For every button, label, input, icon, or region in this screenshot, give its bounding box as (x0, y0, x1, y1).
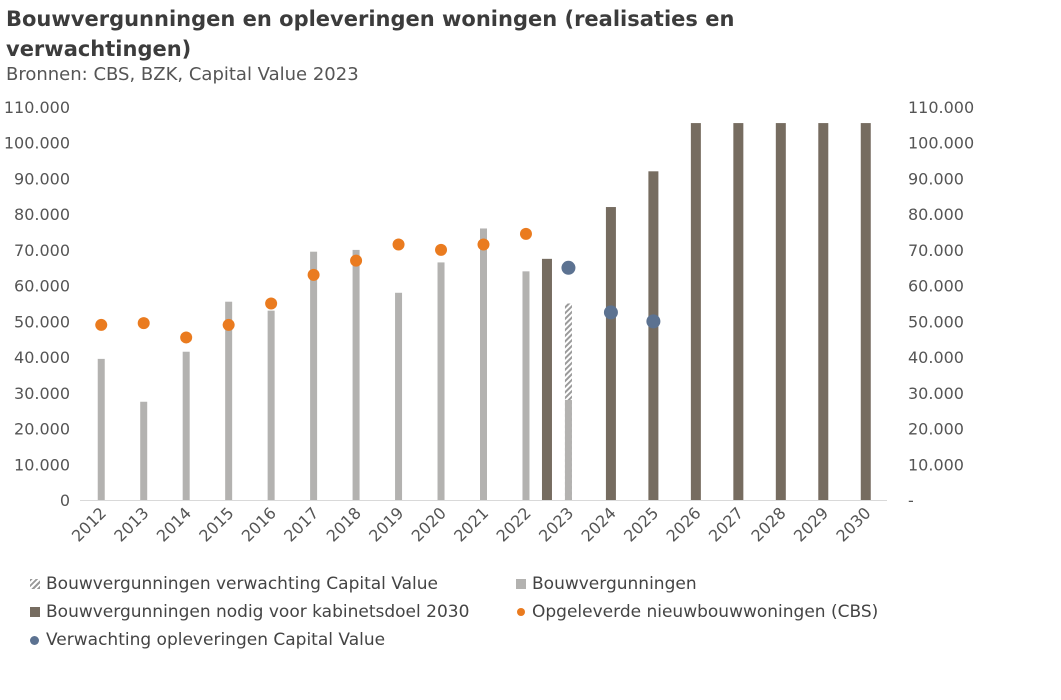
x-tick-label: 2029 (790, 503, 832, 545)
bar-permits-needed (541, 258, 552, 500)
x-tick-label: 2019 (365, 503, 407, 545)
x-tick-label: 2018 (323, 503, 365, 545)
bar-permits-needed (733, 123, 744, 500)
x-tick-label: 2027 (705, 503, 747, 545)
y-tick-label-left: 40.000 (14, 348, 70, 367)
x-tick-label: 2015 (195, 503, 237, 545)
legend-item-permits-expected-cv: Bouwvergunningen verwachting Capital Val… (30, 574, 438, 594)
bar-permits (480, 228, 487, 501)
y-tick-label-right: 10.000 (908, 455, 964, 474)
chart-title: Bouwvergunningen en opleveringen woninge… (6, 7, 735, 61)
dot-completions-cbs (180, 331, 193, 344)
y-tick-label-left: 50.000 (14, 312, 70, 331)
bar-permits (564, 399, 572, 500)
bar-permits-needed (818, 123, 829, 500)
bar-permits-needed (775, 123, 786, 500)
dot-completions-cbs (392, 238, 405, 251)
dot-completions-cbs (477, 238, 490, 251)
dot-completions-cbs (519, 227, 532, 240)
y-tick-label-right: 80.000 (908, 205, 964, 224)
y-tick-label-right: 30.000 (908, 384, 964, 403)
dot-completions-cbs (307, 268, 320, 281)
dot-completions-cbs (137, 317, 150, 330)
legend-swatch-hatched-icon (30, 579, 40, 589)
y-tick-label-left: 0 (60, 491, 70, 510)
legend-item-completions-cbs: Opgeleverde nieuwbouwwoningen (CBS) (516, 602, 878, 622)
bar-permits-needed (605, 207, 616, 500)
x-tick-label: 2013 (110, 503, 152, 545)
chart-subtitle: Bronnen: CBS, BZK, Capital Value 2023 (6, 64, 359, 85)
x-tick-label: 2014 (153, 503, 195, 545)
x-tick-label: 2020 (408, 503, 450, 545)
legend-item-permits: Bouwvergunningen (516, 574, 697, 594)
y-tick-label-right: 100.000 (908, 134, 974, 153)
x-tick-label: 2026 (662, 503, 704, 545)
y-tick-label-left: 100.000 (4, 134, 70, 153)
bar-permits (522, 271, 530, 500)
dot-completions-cbs (265, 297, 278, 310)
legend-swatch-dot-icon (517, 608, 525, 616)
chart-plot: 0 10.000 20.000 30.000 40.000 50.000 60.000 70.… (4, 98, 974, 546)
bar-permits (97, 358, 105, 500)
y-tick-label-right: 20.000 (908, 420, 964, 439)
bar-permits (267, 310, 275, 500)
dot-completions-expected-cv (561, 260, 576, 275)
bar-permits (182, 351, 190, 500)
bar-permits (310, 251, 318, 500)
dot-completions-expected-cv (646, 314, 661, 329)
y-tick-label-right: 60.000 (908, 277, 964, 296)
y-tick-label-left: 80.000 (14, 205, 70, 224)
dot-completions-cbs (350, 254, 363, 267)
legend-swatch-dot-icon (30, 635, 39, 645)
y-tick-label-left: 60.000 (14, 277, 70, 296)
y-tick-label-right: 70.000 (908, 241, 964, 260)
x-tick-label: 2028 (747, 503, 789, 545)
legend-item-completions-expected-cv: Verwachting opleveringen Capital Value (30, 630, 385, 650)
legend-label: Bouwvergunningen (532, 574, 697, 594)
legend-swatch-square-icon (516, 579, 526, 589)
x-tick-label: 2021 (450, 503, 492, 545)
y-tick-label-right: - (908, 491, 914, 510)
bar-permits (140, 401, 148, 500)
y-tick-label-right: 40.000 (908, 348, 964, 367)
x-tick-label: 2024 (578, 503, 620, 545)
dot-completions-cbs (222, 318, 235, 331)
bar-permits (437, 262, 445, 500)
y-tick-label-left: 20.000 (14, 420, 70, 439)
y-tick-label-right: 110.000 (908, 98, 974, 117)
bar-permits-needed (860, 123, 871, 500)
y-tick-label-right: 90.000 (908, 169, 964, 188)
bar-permits-needed (690, 123, 701, 500)
x-tick-label: 2030 (832, 503, 874, 545)
bar-permits-needed (648, 171, 659, 501)
x-tick-label: 2025 (620, 503, 662, 545)
x-tick-label: 2023 (535, 503, 577, 545)
legend-label: Bouwvergunningen nodig voor kabinetsdoel… (46, 602, 470, 622)
y-tick-label-left: 30.000 (14, 384, 70, 403)
y-tick-label-left: 10.000 (14, 455, 70, 474)
bar-permits (352, 249, 360, 500)
dot-completions-expected-cv (603, 305, 618, 320)
dot-completions-cbs (95, 318, 108, 331)
dot-completions-cbs (435, 243, 448, 256)
y-tick-label-left: 110.000 (4, 98, 70, 117)
y-tick-label-left: 90.000 (14, 169, 70, 188)
bar-permits (395, 292, 403, 500)
x-tick-label: 2022 (493, 503, 535, 545)
y-tick-label-right: 50.000 (908, 312, 964, 331)
y-tick-label-left: 70.000 (14, 241, 70, 260)
x-tick-label: 2016 (238, 503, 280, 545)
legend-item-permits-needed: Bouwvergunningen nodig voor kabinetsdoel… (30, 602, 469, 622)
legend-label: Verwachting opleveringen Capital Value (46, 630, 386, 650)
legend-swatch-square-icon (30, 607, 40, 617)
legend-label: Bouwvergunningen verwachting Capital Val… (46, 574, 438, 594)
x-tick-label: 2012 (68, 503, 110, 545)
legend-label: Opgeleverde nieuwbouwwoningen (CBS) (532, 602, 879, 622)
bar-permits (225, 301, 233, 500)
x-tick-label: 2017 (280, 503, 322, 545)
